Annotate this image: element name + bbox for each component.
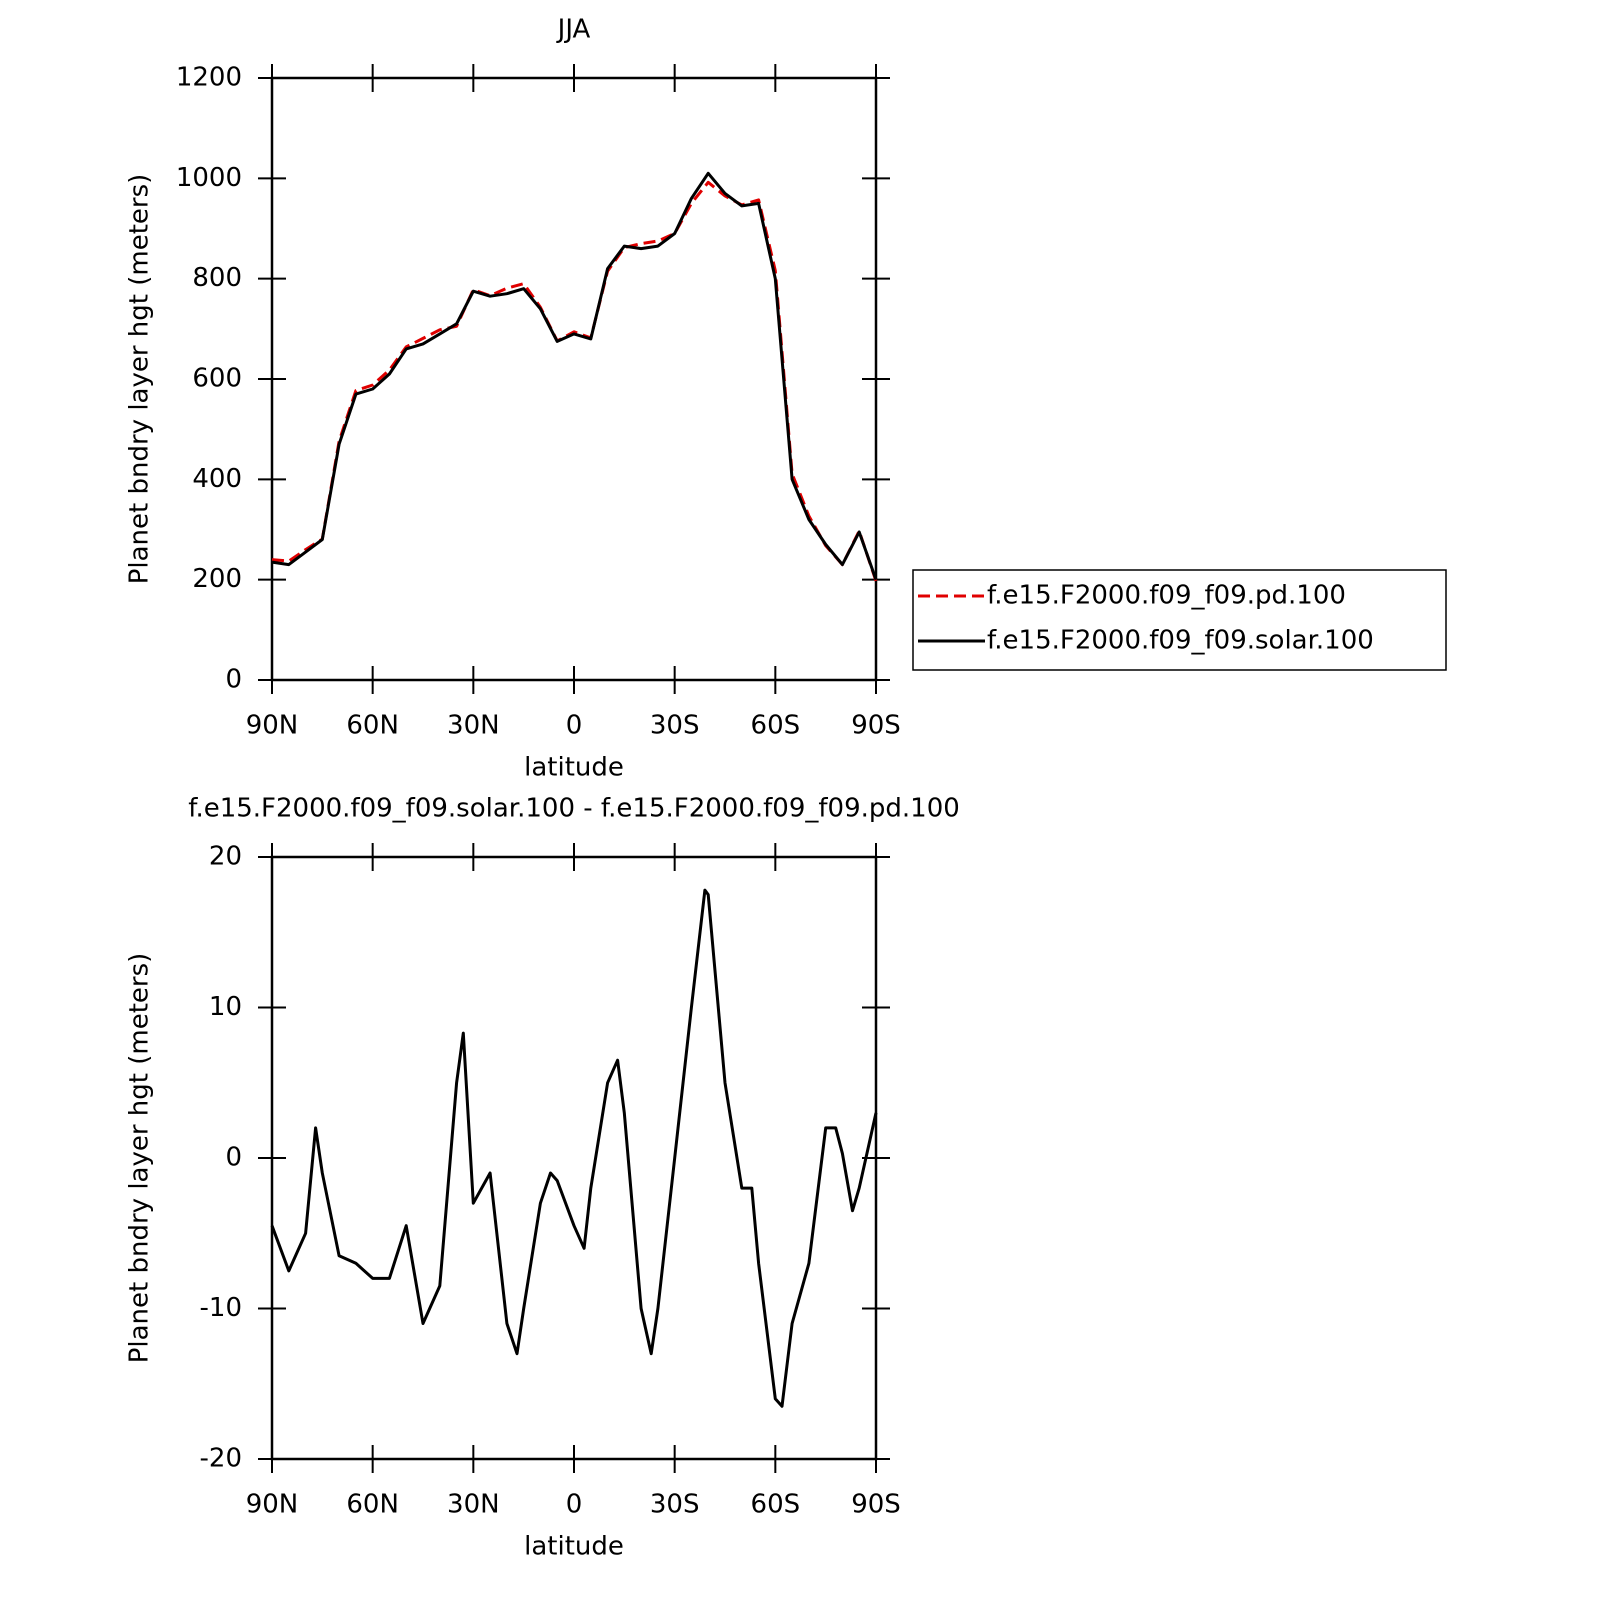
data-line bbox=[271, 171, 878, 581]
x-tick-label: 90S bbox=[851, 1490, 901, 1520]
y-tick-label: 1000 bbox=[176, 163, 242, 193]
x-tick-label: 30S bbox=[650, 1490, 700, 1520]
data-line bbox=[270, 888, 878, 1408]
y-tick-label: 10 bbox=[209, 992, 242, 1022]
y-tick-label: 800 bbox=[192, 263, 242, 293]
x-tick-label: 30N bbox=[447, 711, 500, 741]
y-tick-label: 200 bbox=[192, 564, 242, 594]
legend-label: f.e15.F2000.f09_f09.pd.100 bbox=[987, 581, 1346, 611]
y-axis-label: Planet bndry layer hgt (meters) bbox=[125, 953, 155, 1364]
x-tick-label: 60S bbox=[751, 711, 801, 741]
y-tick-label: 0 bbox=[225, 1143, 242, 1173]
x-tick-label: 90S bbox=[851, 711, 901, 741]
x-tick-label: 60N bbox=[346, 1490, 399, 1520]
legend-box bbox=[912, 569, 1447, 671]
chart-title: JJA bbox=[556, 15, 591, 45]
y-tick-label: 600 bbox=[192, 364, 242, 394]
data-line bbox=[271, 180, 878, 582]
x-tick-label: 60S bbox=[751, 1490, 801, 1520]
x-tick-label: 0 bbox=[566, 711, 583, 741]
y-tick-label: 20 bbox=[209, 842, 242, 872]
y-tick-label: 1200 bbox=[176, 63, 242, 93]
x-tick-label: 90N bbox=[246, 1490, 299, 1520]
y-tick-label: -10 bbox=[200, 1293, 242, 1323]
plot-frame bbox=[270, 76, 878, 682]
x-tick-label: 30S bbox=[650, 711, 700, 741]
x-tick-label: 90N bbox=[246, 711, 299, 741]
y-tick-label: 400 bbox=[192, 464, 242, 494]
y-tick-label: 0 bbox=[225, 665, 242, 695]
x-tick-label: 0 bbox=[566, 1490, 583, 1520]
x-axis-label: latitude bbox=[524, 1532, 624, 1562]
y-tick-label: -20 bbox=[200, 1444, 242, 1474]
plot-frame bbox=[270, 855, 878, 1461]
x-tick-label: 60N bbox=[346, 711, 399, 741]
legend-label: f.e15.F2000.f09_f09.solar.100 bbox=[987, 626, 1374, 656]
x-axis-label: latitude bbox=[524, 753, 624, 783]
y-axis-label: Planet bndry layer hgt (meters) bbox=[125, 174, 155, 585]
x-tick-label: 30N bbox=[447, 1490, 500, 1520]
chart-title: f.e15.F2000.f09_f09.solar.100 - f.e15.F2… bbox=[188, 794, 960, 824]
